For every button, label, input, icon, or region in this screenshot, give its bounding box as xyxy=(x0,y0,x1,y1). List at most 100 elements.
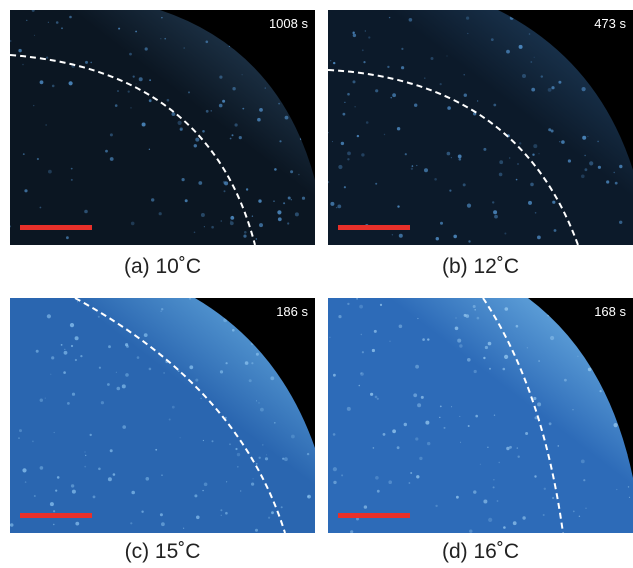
speckle xyxy=(614,423,618,427)
speckle xyxy=(195,379,198,382)
speckle xyxy=(183,47,185,49)
speckle xyxy=(164,38,166,40)
speckle xyxy=(588,368,592,372)
speckle xyxy=(493,210,497,214)
speckle xyxy=(75,336,79,340)
speckle xyxy=(265,457,268,460)
micrograph: 168 s xyxy=(328,298,633,533)
speckle xyxy=(221,220,223,222)
speckle xyxy=(343,113,346,116)
speckle xyxy=(54,432,55,433)
speckle xyxy=(71,179,73,181)
speckle xyxy=(19,429,22,432)
speckle xyxy=(417,318,418,319)
speckle xyxy=(130,107,131,108)
speckle xyxy=(85,455,86,456)
speckle xyxy=(477,100,478,101)
speckle xyxy=(55,490,57,492)
speckle xyxy=(361,334,362,335)
speckle xyxy=(467,358,471,362)
speckle xyxy=(235,448,237,450)
speckle xyxy=(108,477,112,481)
speckle xyxy=(444,427,446,429)
speckle xyxy=(431,57,434,60)
speckle xyxy=(399,325,403,329)
speckle xyxy=(72,490,76,494)
speckle xyxy=(90,62,92,64)
speckle xyxy=(360,372,364,376)
speckle xyxy=(554,229,557,232)
speckle xyxy=(427,338,429,340)
speckle xyxy=(194,494,197,497)
speckle xyxy=(464,94,467,97)
speckle xyxy=(424,168,428,172)
speckle xyxy=(93,496,96,499)
speckle xyxy=(332,141,333,142)
speckle xyxy=(84,451,85,452)
speckle xyxy=(449,190,451,192)
speckle xyxy=(273,200,275,202)
speckle xyxy=(25,481,27,483)
speckle xyxy=(467,204,471,208)
speckle xyxy=(258,199,261,202)
speckle xyxy=(419,457,422,460)
speckle xyxy=(589,161,593,165)
speckle xyxy=(180,437,181,438)
speckle xyxy=(277,210,281,214)
speckle xyxy=(392,429,396,433)
speckle xyxy=(185,199,188,202)
speckle xyxy=(239,136,242,139)
speckle xyxy=(196,516,200,520)
speckle xyxy=(256,238,257,239)
speckle xyxy=(353,80,356,83)
speckle xyxy=(572,409,573,410)
speckle xyxy=(240,490,241,491)
speckle xyxy=(122,425,126,429)
speckle xyxy=(347,152,351,156)
speckle xyxy=(587,136,588,137)
speckle xyxy=(494,415,495,416)
speckle xyxy=(451,157,452,158)
speckle xyxy=(18,49,21,52)
speckle xyxy=(598,166,601,169)
speckle xyxy=(405,153,407,155)
speckle xyxy=(151,198,154,201)
speckle xyxy=(235,123,238,126)
speckle xyxy=(161,522,165,526)
speckle xyxy=(535,212,537,214)
speckle xyxy=(142,123,146,127)
speckle xyxy=(416,475,419,478)
speckle xyxy=(226,481,227,482)
speckle xyxy=(287,222,289,224)
speckle xyxy=(72,393,75,396)
speckle xyxy=(307,453,309,455)
speckle xyxy=(225,512,228,515)
speckle xyxy=(160,513,163,516)
speckle xyxy=(167,99,170,102)
speckle xyxy=(69,81,73,85)
speckle xyxy=(503,526,506,529)
speckle xyxy=(232,134,234,136)
speckle xyxy=(67,402,70,405)
speckle xyxy=(201,213,205,217)
speckle xyxy=(61,344,63,346)
speckle xyxy=(129,53,132,56)
speckle xyxy=(105,150,108,153)
speckle xyxy=(375,476,379,480)
speckle xyxy=(347,93,350,96)
speckle xyxy=(53,524,54,525)
speckle xyxy=(347,158,349,160)
speckle xyxy=(485,346,488,349)
speckle xyxy=(270,376,274,380)
speckle xyxy=(344,186,346,188)
speckle xyxy=(488,518,492,522)
speckle xyxy=(417,403,421,407)
speckle xyxy=(90,434,92,436)
speckle xyxy=(614,172,615,173)
speckle xyxy=(330,202,334,206)
speckle xyxy=(434,178,437,181)
speckle xyxy=(149,79,151,81)
speckle xyxy=(525,432,528,435)
speckle xyxy=(616,489,617,490)
speckle xyxy=(488,342,492,346)
